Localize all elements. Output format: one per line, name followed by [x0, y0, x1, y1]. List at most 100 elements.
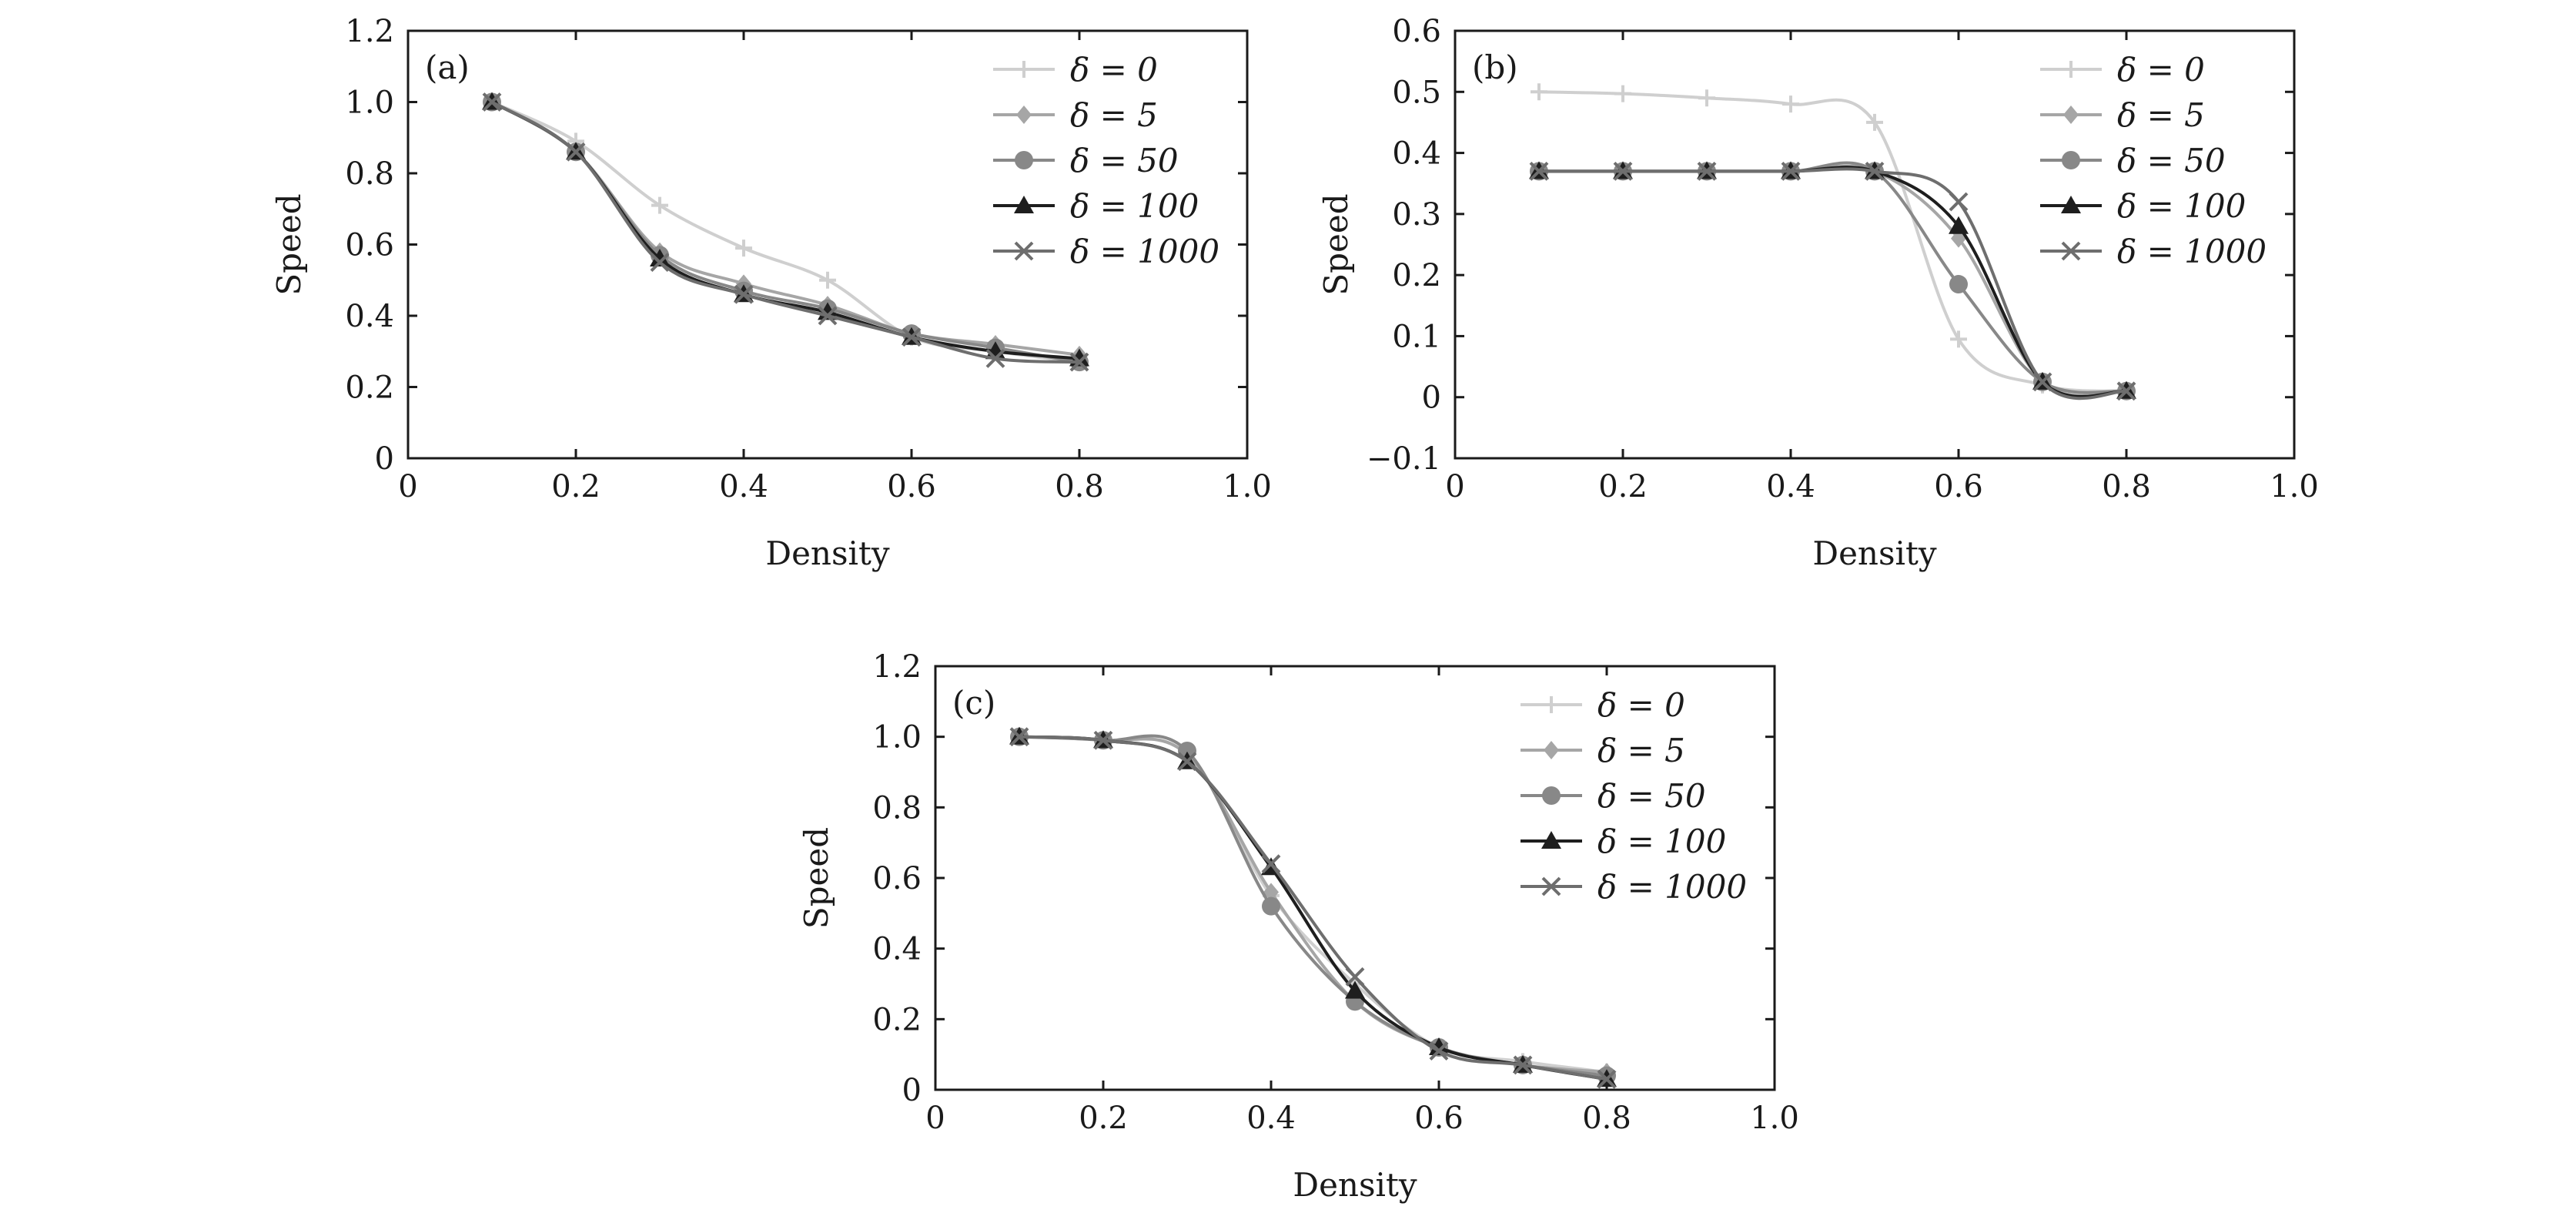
legend-entry-label: δ = 0	[2117, 51, 2205, 89]
series-3	[482, 92, 1089, 367]
y-tick-label: 0.8	[872, 790, 922, 826]
y-axis-label: Speed	[798, 827, 835, 929]
legend-entry-label: δ = 1000	[1070, 233, 1219, 270]
data-point	[1345, 967, 1365, 987]
legend-entry-label: δ = 50	[2117, 142, 2226, 179]
data-point	[1263, 883, 1279, 902]
x-tick-label: 0.6	[887, 469, 936, 504]
x-tick-label: 0.6	[1414, 1101, 1464, 1136]
data-point	[650, 253, 670, 273]
data-point	[1866, 113, 1883, 131]
x-tick-label: 1.0	[2270, 469, 2319, 504]
x-tick-label: 0.2	[1079, 1101, 1128, 1136]
data-point	[1345, 980, 1365, 999]
data-point	[1782, 95, 1799, 113]
data-point	[985, 349, 1005, 368]
series-line	[1539, 164, 2127, 397]
series-0	[1531, 83, 2135, 400]
legend-entry-label: δ = 0	[1597, 686, 1685, 724]
legend-entry-label: δ = 5	[2117, 96, 2205, 134]
series-3	[1009, 726, 1617, 1087]
x-tick-label: 0.4	[1766, 469, 1815, 504]
panel-label: (a)	[425, 49, 470, 86]
data-point	[1949, 216, 1969, 234]
panel-label: (b)	[1472, 49, 1518, 86]
series-1	[1531, 162, 2134, 400]
data-point	[1865, 161, 1885, 181]
legend-entry-label: δ = 100	[1597, 823, 1726, 860]
series-line	[1019, 735, 1607, 1081]
legend-marker	[1542, 786, 1561, 805]
y-tick-label: 0.4	[345, 299, 394, 334]
data-point	[1093, 730, 1113, 750]
legend: δ = 0 δ = 5 δ = 50 δ = 100 δ = 1000	[1521, 686, 1747, 906]
data-point	[1781, 161, 1801, 181]
chart-panel-b: 0 0.2 0.4 0.6 0.8 1.0−0.100.10.20.30.40.50.6D…	[1317, 14, 2319, 572]
legend-entry-label: δ = 5	[1070, 96, 1158, 134]
series-4	[1009, 727, 1617, 1089]
legend-marker	[1543, 696, 1560, 713]
legend-marker	[2062, 61, 2079, 78]
x-tick-label: 0.2	[1598, 469, 1648, 504]
y-tick-label: 0	[1422, 380, 1441, 416]
legend-marker	[1015, 61, 1032, 78]
chart-panel-c: 0 0.2 0.4 0.6 0.8 1.0 0 0.2 0.4 0.6 0.8 1.0 1.2 Densi…	[798, 649, 1799, 1204]
y-tick-label: 0.4	[872, 932, 922, 967]
y-tick-label: 0.2	[872, 1002, 922, 1037]
y-tick-label: 1.0	[345, 85, 394, 121]
y-tick-label: 0.3	[1392, 197, 1441, 233]
series-4	[482, 92, 1089, 372]
data-point	[1529, 161, 1549, 181]
x-tick-label: 1.0	[1223, 469, 1272, 504]
legend-entry-label: δ = 1000	[2117, 233, 2267, 270]
series-line	[1019, 734, 1607, 1077]
y-tick-label: 0.5	[1392, 75, 1441, 110]
x-axis-label: Density	[1812, 534, 1936, 572]
y-tick-label: 0.4	[1392, 136, 1441, 172]
y-tick-label: 0.2	[345, 370, 394, 406]
legend-marker	[2061, 241, 2081, 261]
x-axis-label: Density	[1293, 1166, 1417, 1204]
legend-marker	[1544, 741, 1559, 759]
legend-marker	[2061, 196, 2081, 213]
series-2	[483, 92, 1089, 372]
data-point	[566, 142, 586, 162]
y-tick-label: −0.1	[1367, 441, 1441, 477]
data-point	[1614, 85, 1631, 102]
x-tick-label: 0	[925, 1101, 945, 1136]
series-3	[1529, 161, 2136, 399]
legend-entry-label: δ = 50	[1597, 777, 1706, 815]
legend-marker	[1541, 831, 1561, 849]
data-point	[1949, 275, 1968, 294]
x-tick-label: 0.8	[1055, 469, 1104, 504]
series-1	[1012, 727, 1614, 1082]
x-tick-label: 1.0	[1750, 1101, 1799, 1136]
series-2	[1530, 161, 2136, 400]
legend-marker	[2063, 106, 2079, 124]
series-line	[1539, 167, 2127, 400]
y-axis-label: Speed	[1317, 193, 1355, 295]
data-point	[1613, 161, 1633, 181]
data-point	[1177, 752, 1197, 772]
data-point	[1009, 727, 1029, 747]
data-point	[1531, 83, 1547, 101]
series-line	[1539, 161, 2127, 394]
legend-marker	[1016, 106, 1032, 124]
data-point	[651, 196, 668, 214]
series-line	[1019, 735, 1607, 1074]
legend-entry-label: δ = 0	[1070, 51, 1158, 89]
data-point	[650, 249, 670, 266]
legend-entry-label: δ = 100	[2117, 187, 2246, 225]
x-tick-label: 0	[398, 469, 417, 504]
series-line	[1019, 735, 1607, 1074]
data-point	[1069, 352, 1089, 372]
legend-marker	[2062, 151, 2080, 169]
data-point	[1949, 192, 1969, 212]
series-0	[1011, 728, 1615, 1081]
data-point	[1429, 1041, 1449, 1061]
y-tick-label: 1.0	[872, 720, 922, 756]
y-tick-label: 1.2	[345, 14, 394, 49]
y-axis-label: Speed	[270, 193, 308, 295]
data-point	[902, 327, 922, 347]
data-point	[1950, 330, 1967, 348]
